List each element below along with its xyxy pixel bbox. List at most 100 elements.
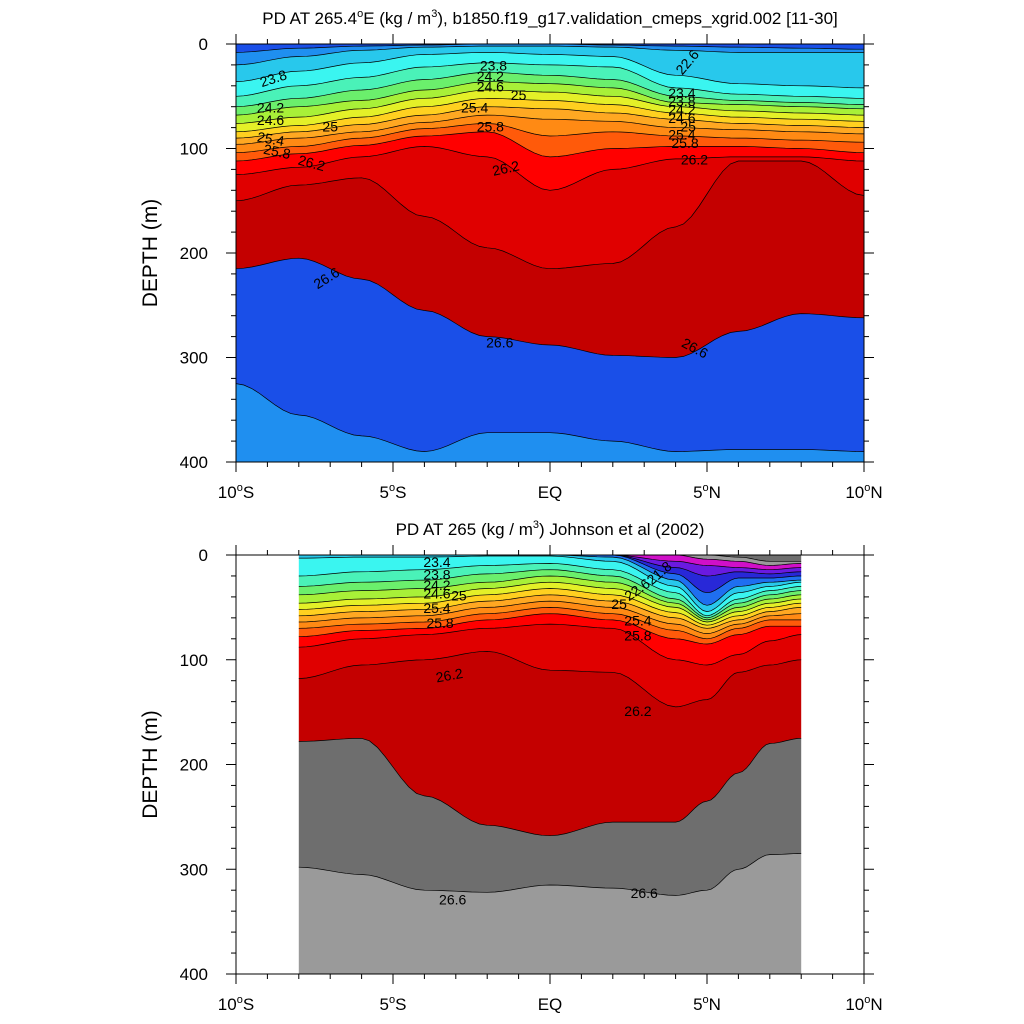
contour-band	[298, 738, 802, 896]
contour-line	[298, 555, 802, 594]
contour-line	[298, 555, 802, 577]
contour-label: 26.6	[439, 891, 466, 907]
contour-label: 26.2	[296, 152, 327, 175]
y-tick-label: 400	[180, 453, 208, 472]
contour-line	[298, 594, 802, 629]
contour-line	[298, 613, 802, 645]
contour-label: 24.6	[423, 586, 450, 602]
contour-label: 26.6	[486, 335, 513, 351]
plot-area: 23.824.224.6 2525.425.826.226.623.824.224…	[236, 44, 864, 462]
chart-panel-1: 23.824.224.6 2525.425.826.226.623.824.224…	[139, 8, 883, 502]
contour-band	[298, 555, 802, 562]
y-tick-label: 300	[180, 349, 208, 368]
contour-label: 26.2	[434, 665, 464, 686]
contour-label: 25	[511, 87, 527, 103]
contour-label: 25	[322, 118, 338, 134]
contour-band	[236, 258, 864, 452]
contour-line	[236, 257, 864, 358]
contour-line	[236, 44, 864, 53]
contour-line	[298, 555, 802, 566]
contour-label: 25.8	[624, 627, 651, 643]
contour-label: 23.4	[423, 554, 450, 570]
contour-line	[236, 71, 864, 108]
contour-line	[298, 555, 802, 612]
contour-band	[298, 624, 802, 707]
contour-line	[298, 600, 802, 634]
y-tick-label: 300	[180, 860, 208, 879]
contour-line	[236, 81, 864, 116]
contour-line	[298, 651, 802, 708]
x-tick-label: 10oS	[218, 994, 254, 1014]
x-tick-label: 5oS	[380, 994, 407, 1014]
contour-line	[298, 555, 802, 562]
contour-label: 25.8	[426, 615, 453, 631]
y-tick-label: 200	[180, 244, 208, 263]
y-tick-label: 0	[199, 35, 208, 54]
contour-band	[298, 853, 802, 974]
contour-label: 24.6	[477, 79, 504, 95]
contour-label: 25.8	[477, 118, 504, 134]
x-tick-label: EQ	[538, 483, 563, 502]
plot-area: 23.423.824.224.6 2525.425.826.226.621.822…	[298, 554, 802, 974]
contour-line	[236, 114, 864, 145]
contour-band	[298, 569, 802, 620]
contour-line	[236, 106, 864, 139]
contour-band	[298, 555, 802, 570]
contour-label: 25.4	[461, 99, 488, 115]
y-tick-label: 0	[199, 546, 208, 565]
contour-label: 23.4	[668, 85, 695, 101]
contour-label: 24.2	[668, 102, 695, 118]
contour-band	[236, 52, 864, 99]
contour-label: 25.4	[256, 129, 286, 150]
contour-band	[236, 44, 864, 53]
contour-label: 26.2	[681, 152, 708, 168]
contour-band	[236, 161, 864, 358]
x-tick-label: 10oN	[845, 994, 882, 1014]
x-tick-label: 10oN	[845, 482, 882, 502]
contour-label: 25.8	[671, 135, 698, 151]
x-tick-label: 5oN	[693, 994, 721, 1014]
contour-band	[298, 555, 802, 576]
contour-band	[236, 146, 864, 269]
y-tick-label: 200	[180, 756, 208, 775]
contour-line	[236, 97, 864, 133]
contour-label: 23.8	[668, 93, 695, 109]
contour-label: 26.2	[624, 703, 651, 719]
contour-band	[236, 81, 864, 124]
contour-line	[298, 555, 802, 571]
contour-label: 25.4	[668, 127, 695, 143]
contour-label: 25.4	[624, 613, 651, 629]
contour-line	[298, 853, 802, 896]
contour-line	[236, 146, 864, 191]
contour-band	[298, 588, 802, 629]
contour-band	[236, 72, 864, 116]
contour-line	[236, 45, 864, 66]
contour-line	[236, 123, 864, 154]
contour-band	[236, 46, 864, 88]
contour-band	[298, 607, 802, 644]
contour-line	[298, 588, 802, 626]
contour-label: 25.8	[262, 141, 292, 162]
x-tick-label: 5oS	[380, 482, 407, 502]
contour-label: 26.2	[491, 157, 521, 178]
contour-line	[298, 607, 802, 640]
contour-band	[236, 106, 864, 145]
contour-line	[236, 62, 864, 99]
contour-line	[236, 52, 864, 89]
contour-label: 23.8	[423, 567, 450, 583]
y-tick-label: 100	[180, 651, 208, 670]
y-axis-label: DEPTH (m)	[139, 199, 162, 308]
contour-line	[298, 563, 802, 617]
contour-label: 24.2	[423, 577, 450, 593]
contour-line	[236, 89, 864, 124]
contour-line	[298, 555, 802, 606]
contour-line	[298, 623, 802, 666]
contour-band	[236, 44, 864, 65]
contour-band	[236, 62, 864, 107]
x-tick-label: 5oN	[693, 482, 721, 502]
contour-label: 24.6	[668, 110, 695, 126]
contour-band	[236, 123, 864, 161]
x-tick-label: EQ	[538, 995, 563, 1014]
contour-band	[236, 115, 864, 153]
